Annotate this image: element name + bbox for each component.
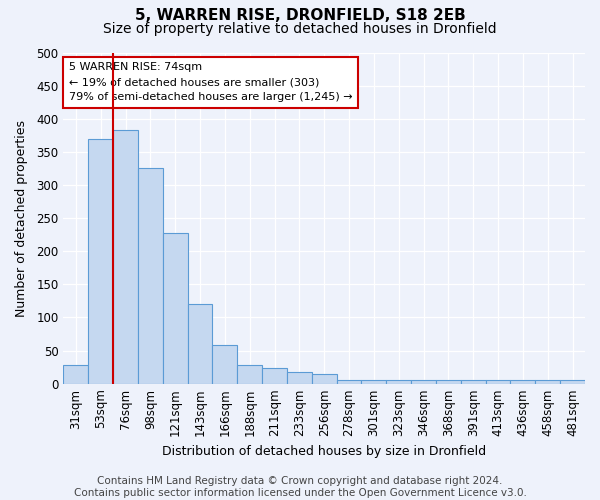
Y-axis label: Number of detached properties: Number of detached properties	[15, 120, 28, 316]
X-axis label: Distribution of detached houses by size in Dronfield: Distribution of detached houses by size …	[162, 444, 486, 458]
Bar	[64, 365, 88, 384]
Bar	[212, 346, 237, 384]
Bar	[461, 380, 485, 384]
Text: Size of property relative to detached houses in Dronfield: Size of property relative to detached ho…	[103, 22, 497, 36]
Bar	[88, 138, 113, 384]
Text: Contains HM Land Registry data © Crown copyright and database right 2024.
Contai: Contains HM Land Registry data © Crown c…	[74, 476, 526, 498]
Bar	[188, 304, 212, 384]
Bar	[535, 380, 560, 384]
Bar	[237, 365, 262, 384]
Bar	[485, 380, 511, 384]
Bar	[436, 380, 461, 384]
Bar	[287, 372, 312, 384]
Bar	[411, 380, 436, 384]
Bar	[163, 234, 188, 384]
Bar	[312, 374, 337, 384]
Bar	[511, 380, 535, 384]
Bar	[337, 380, 361, 384]
Bar	[262, 368, 287, 384]
Bar	[138, 168, 163, 384]
Text: 5, WARREN RISE, DRONFIELD, S18 2EB: 5, WARREN RISE, DRONFIELD, S18 2EB	[134, 8, 466, 22]
Text: 5 WARREN RISE: 74sqm
← 19% of detached houses are smaller (303)
79% of semi-deta: 5 WARREN RISE: 74sqm ← 19% of detached h…	[68, 62, 352, 102]
Bar	[560, 380, 585, 384]
Bar	[386, 380, 411, 384]
Bar	[361, 380, 386, 384]
Bar	[113, 130, 138, 384]
